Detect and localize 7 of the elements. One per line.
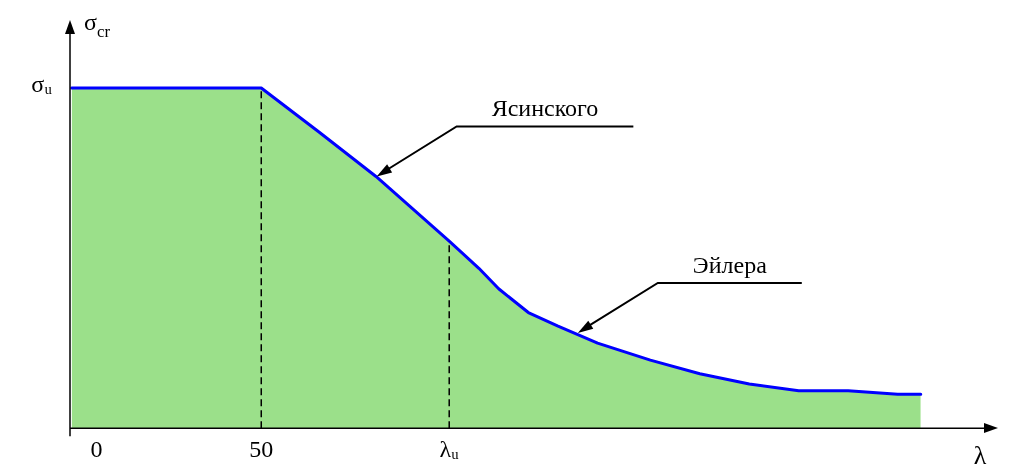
- x-axis-title: λ: [973, 441, 987, 467]
- x-tick-label: 0: [90, 435, 103, 462]
- annotation: Эйлера: [692, 251, 768, 278]
- x-tick-label: 50: [249, 435, 274, 462]
- annotation: Ясинского: [491, 95, 599, 122]
- annotation: σᵤ: [31, 71, 53, 98]
- x-tick-label: λᵤ: [439, 435, 460, 462]
